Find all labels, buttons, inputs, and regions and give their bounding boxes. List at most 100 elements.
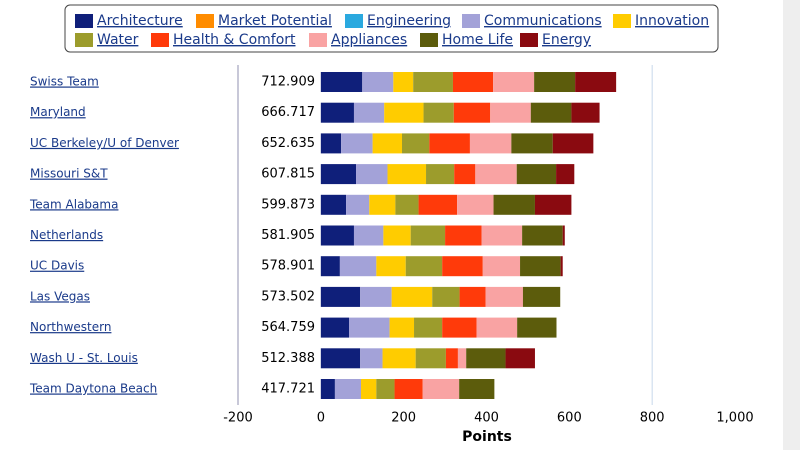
bar-segment <box>320 102 354 123</box>
bar-segment <box>320 225 354 246</box>
legend-label[interactable]: Engineering <box>367 13 451 29</box>
legend-label[interactable]: Market Potential <box>218 13 332 29</box>
bar-segment <box>459 286 486 307</box>
bar-segment <box>453 102 491 123</box>
bar-segment <box>414 317 443 338</box>
total-label: 573.502 <box>261 289 315 304</box>
total-label: 581.905 <box>261 228 315 243</box>
total-label: 578.901 <box>261 259 315 274</box>
team-link[interactable]: UC Berkeley/U of Denver <box>30 136 179 150</box>
team-link[interactable]: Las Vegas <box>30 289 90 303</box>
bar-segment <box>320 164 357 185</box>
legend-swatch <box>613 14 631 28</box>
team-link[interactable]: Maryland <box>30 105 86 119</box>
bar-segment <box>360 348 383 369</box>
total-label: 607.815 <box>261 167 315 182</box>
bar-segment <box>320 286 361 307</box>
team-link[interactable]: Missouri S&T <box>30 167 108 181</box>
team-link[interactable]: Northwestern <box>30 320 111 334</box>
bar-segment <box>481 225 523 246</box>
bar-segment <box>346 194 370 215</box>
bar-segment <box>485 286 523 307</box>
team-link[interactable]: Team Alabama <box>29 197 118 211</box>
team-link[interactable]: Wash U - St. Louis <box>30 351 138 365</box>
total-label: 712.909 <box>261 75 315 90</box>
bar-segment <box>517 317 557 338</box>
team-link[interactable]: Team Daytona Beach <box>29 382 157 396</box>
bar-segment <box>320 133 342 154</box>
x-tick-label: 400 <box>474 411 499 426</box>
legend-swatch <box>75 14 93 28</box>
bar-segment <box>423 102 454 123</box>
legend-label[interactable]: Appliances <box>331 32 407 48</box>
legend-label[interactable]: Health & Comfort <box>173 32 296 48</box>
legend-label[interactable]: Energy <box>542 32 591 48</box>
bar-segment <box>445 225 482 246</box>
bar-segment <box>490 102 531 123</box>
legend-swatch <box>75 33 93 47</box>
bar-segment <box>469 133 512 154</box>
bar-segment <box>475 164 517 185</box>
bar-segment <box>415 348 446 369</box>
total-label: 652.635 <box>261 136 315 151</box>
bar-segment <box>522 286 561 307</box>
scroll-strip <box>783 0 800 450</box>
legend-label[interactable]: Water <box>97 32 139 48</box>
bar-segment <box>393 72 414 92</box>
team-link[interactable]: Netherlands <box>30 228 103 242</box>
bar-segment <box>348 317 390 338</box>
legend-label[interactable]: Communications <box>484 13 602 29</box>
bar-segment <box>534 194 572 215</box>
bar-segment <box>405 256 443 277</box>
bar-segment <box>376 256 406 277</box>
legend-swatch <box>462 14 480 28</box>
bar-segment <box>457 348 467 369</box>
bar-segment <box>402 133 430 154</box>
team-link[interactable]: Swiss Team <box>30 75 99 89</box>
bar-segment <box>426 164 455 185</box>
bar-segment <box>459 379 495 399</box>
bar-segment <box>466 348 506 369</box>
bar-segment <box>452 72 494 92</box>
bar-segment <box>353 225 384 246</box>
bar-segment <box>360 286 392 307</box>
bar-segment <box>429 133 470 154</box>
x-axis-label: Points <box>462 429 512 445</box>
bar-segment <box>389 317 415 338</box>
total-label: 599.873 <box>261 197 315 212</box>
bar-segment <box>493 194 535 215</box>
bar-segment <box>575 72 617 92</box>
bar-segment <box>418 194 458 215</box>
total-label: 417.721 <box>261 382 315 397</box>
x-tick-label: 800 <box>640 411 665 426</box>
bar-segment <box>482 256 521 277</box>
bar-segment <box>505 348 535 369</box>
legend-label[interactable]: Home Life <box>442 32 513 48</box>
bar-segment <box>457 194 494 215</box>
bar-segment <box>556 164 575 185</box>
bar-segment <box>562 225 565 246</box>
bar-segment <box>339 256 377 277</box>
bar-segment <box>516 164 557 185</box>
bar-segment <box>410 225 446 246</box>
legend-label[interactable]: Architecture <box>97 13 183 29</box>
bar-segment <box>361 379 377 399</box>
legend-label[interactable]: Innovation <box>635 13 709 29</box>
legend-swatch <box>309 33 327 47</box>
bar-segment <box>341 133 373 154</box>
team-link[interactable]: UC Davis <box>30 259 84 273</box>
bar-segment <box>442 256 483 277</box>
legend-swatch <box>196 14 214 28</box>
bar-segment <box>320 379 335 399</box>
legend-swatch <box>151 33 169 47</box>
bar-segment <box>454 164 476 185</box>
bar-segment <box>476 317 518 338</box>
bar-segment <box>395 194 419 215</box>
bar-segment <box>320 317 349 338</box>
bar-segment <box>320 256 340 277</box>
total-label: 564.759 <box>261 320 315 335</box>
bar-segment <box>522 225 563 246</box>
bar-segment <box>394 379 423 399</box>
bar-segment <box>571 102 600 123</box>
bar-segment <box>511 133 553 154</box>
